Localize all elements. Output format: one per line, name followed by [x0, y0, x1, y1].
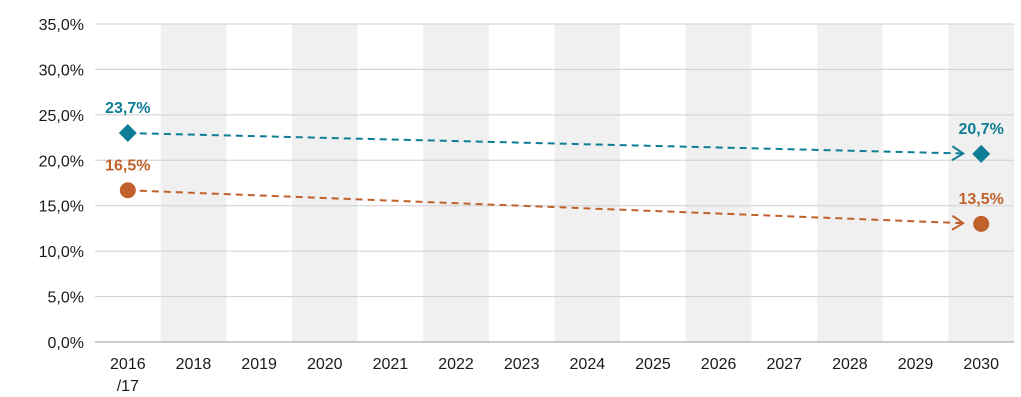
background-band [948, 24, 1014, 342]
data-label: 23,7% [105, 100, 150, 117]
series-line [139, 132, 964, 155]
x-tick-label: 2030 [963, 356, 999, 373]
x-tick-label: 2025 [635, 356, 671, 373]
x-axis: 2016/17 2018 2019 2020 2021 2022 2023 2024 2025 2… [110, 356, 999, 395]
background-bands [160, 24, 1014, 342]
y-axis: 0,0% 5,0% 10,0% 15,0% 20,0% 25,0% 30,0% 35,0% [39, 17, 84, 352]
background-band [817, 24, 883, 342]
series-markers [118, 124, 991, 232]
x-tick-label: 2028 [832, 356, 868, 373]
series-arrowhead [951, 214, 966, 231]
y-tick-label: 30,0% [39, 62, 84, 79]
series-arrowhead [951, 145, 966, 162]
y-tick-label: 10,0% [39, 244, 84, 261]
x-tick-label: 2026 [701, 356, 737, 373]
background-band [291, 24, 358, 342]
data-point-circle [973, 215, 990, 232]
x-tick-label: 2022 [438, 356, 474, 373]
x-tick-label: 2027 [766, 356, 802, 373]
y-tick-label: 15,0% [39, 199, 84, 216]
x-tick-label: 2023 [504, 356, 540, 373]
background-band [423, 24, 489, 342]
background-band [554, 24, 621, 342]
y-tick-label: 20,0% [39, 153, 84, 170]
data-point-diamond [118, 124, 137, 143]
y-tick-label: 0,0% [48, 335, 84, 352]
gridlines [95, 23, 1014, 343]
data-label: 20,7% [958, 121, 1003, 138]
series-lines [139, 132, 966, 231]
y-tick-label: 5,0% [48, 290, 84, 307]
x-tick-label: 2024 [570, 356, 606, 373]
data-label: 16,5% [105, 157, 150, 174]
x-tick-label: 2020 [307, 356, 343, 373]
background-band [685, 24, 752, 342]
x-tick-label: 2029 [898, 356, 934, 373]
data-label: 13,5% [958, 191, 1003, 208]
y-tick-label: 25,0% [39, 108, 84, 125]
data-labels: 23,7% 20,7% 16,5% 13,5% [105, 100, 1004, 208]
background-band [160, 24, 227, 342]
y-tick-label: 35,0% [39, 17, 84, 34]
x-tick-label: 2021 [373, 356, 409, 373]
x-tick-label: 2019 [241, 356, 277, 373]
x-tick-label: 2016/17 [110, 356, 146, 395]
data-point-circle [119, 182, 136, 199]
series-line [139, 189, 964, 225]
x-tick-label: 2018 [176, 356, 212, 373]
data-point-diamond [972, 144, 991, 163]
